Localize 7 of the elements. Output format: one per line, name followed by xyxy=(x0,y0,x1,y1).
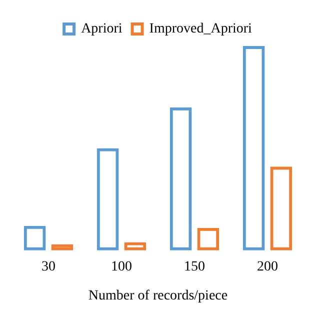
x-tick-label: 200 xyxy=(257,259,278,274)
x-tick-label: 100 xyxy=(111,259,132,274)
x-tick-label: 30 xyxy=(42,259,56,274)
x-axis-title: Number of records/piece xyxy=(88,288,228,304)
legend-label: Apriori xyxy=(81,22,122,37)
legend-label: Improved_Apriori xyxy=(149,22,252,37)
x-tick-label: 150 xyxy=(184,259,205,274)
